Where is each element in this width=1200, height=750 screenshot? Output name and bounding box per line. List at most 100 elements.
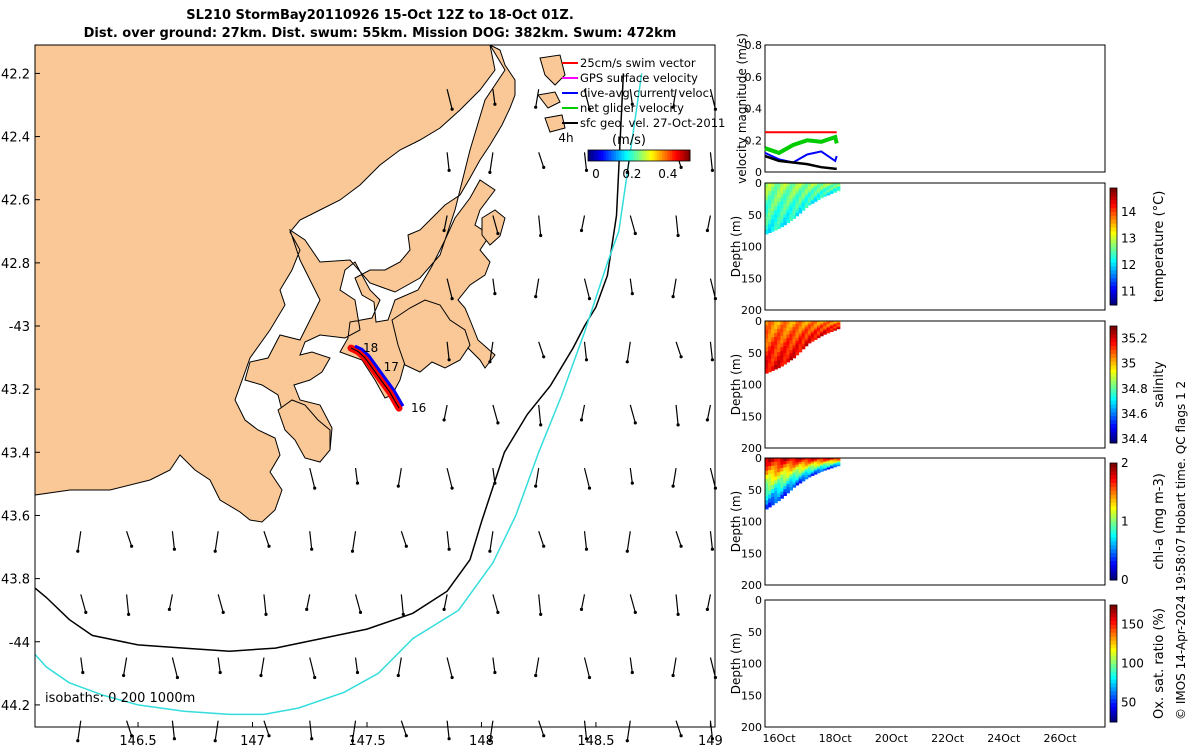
section-cell — [813, 463, 818, 466]
y-tick-label: 43.2 — [1, 383, 30, 398]
section-cell — [780, 347, 784, 352]
section-cell — [826, 322, 831, 324]
section-cell — [771, 493, 775, 498]
y-tick-label: 43.6 — [1, 509, 30, 524]
section-cell — [786, 209, 790, 214]
section-cell — [813, 471, 818, 474]
oxygen-section-panel: 0 50 100 150 200 Depth (m) 50 100 150 Ox. sat. ra… — [729, 594, 1167, 745]
geo-vector-head — [488, 549, 492, 553]
section-cell — [826, 185, 831, 187]
section-cell — [771, 473, 775, 479]
geo-vector — [126, 531, 133, 547]
section-cell — [786, 215, 790, 220]
section-cell — [798, 478, 803, 482]
colorbar-cell — [631, 150, 635, 161]
section-cell — [833, 460, 837, 462]
colorbar-cell — [651, 150, 655, 161]
x-tick-label: 148 — [469, 734, 494, 749]
section-cell — [786, 202, 790, 207]
section-cell — [823, 461, 827, 463]
section-cell — [826, 467, 831, 469]
section-cell — [795, 340, 800, 345]
section-colorbar-cell — [1110, 415, 1117, 421]
colorbar-cell — [672, 150, 676, 161]
section-cell — [765, 504, 769, 510]
section-colorbar-cell — [1110, 482, 1117, 487]
section-cell — [771, 461, 775, 467]
section-cell — [768, 215, 772, 221]
geo-vector — [80, 657, 84, 673]
section-cell — [792, 197, 797, 202]
section-cell — [813, 333, 818, 336]
section-cell — [804, 466, 809, 469]
colorbar-cell — [636, 150, 640, 161]
section-cell — [816, 332, 821, 334]
temperature-section-panel: 0 50 100 150 200 Depth (m) 11 12 13 14 temperature… — [729, 177, 1167, 317]
section-colorbar-cell — [1110, 718, 1117, 723]
geo-vector — [123, 657, 128, 676]
section-cell — [816, 323, 821, 326]
section-cell — [813, 334, 818, 337]
velocity-y-tick-label: 0 — [755, 166, 762, 179]
section-cell — [801, 463, 806, 467]
geo-vector-head — [442, 418, 446, 422]
geo-vector-head — [259, 673, 263, 678]
section-cell — [798, 193, 803, 197]
section-cell — [783, 489, 787, 493]
section-colorbar-tick-label: 14 — [1121, 205, 1136, 219]
section-cell — [823, 328, 827, 331]
section-colorbar-cell — [1110, 505, 1117, 511]
colorbar-cell — [661, 150, 665, 161]
section-cell — [813, 462, 818, 464]
geo-vector — [706, 215, 712, 231]
section-cell — [816, 466, 821, 469]
section-cell — [810, 466, 815, 469]
geo-vector-head — [625, 739, 629, 743]
section-cell — [768, 337, 772, 343]
colorbar-cell — [593, 150, 597, 161]
section-cell — [813, 325, 818, 328]
section-cell — [798, 328, 803, 332]
section-cell — [774, 498, 778, 504]
section-cell — [789, 458, 793, 462]
geo-vector-head — [450, 675, 454, 680]
section-cell — [780, 339, 784, 344]
section-cell — [820, 458, 824, 460]
section-cell — [789, 487, 793, 491]
section-cell — [829, 458, 834, 460]
section-cell — [792, 470, 797, 474]
geo-vector-head — [542, 355, 546, 359]
section-colorbar-cell — [1110, 266, 1117, 271]
section-cell — [771, 366, 775, 371]
geo-vector-head — [633, 421, 637, 425]
section-cell — [795, 462, 800, 466]
section-cell — [777, 344, 781, 349]
section-cell — [829, 326, 834, 328]
geo-vector — [583, 657, 591, 678]
section-cell — [786, 484, 790, 488]
section-cell — [783, 217, 787, 222]
geo-vector — [535, 657, 540, 676]
x-tick-label: 146.5 — [119, 734, 156, 749]
section-cell — [826, 321, 831, 323]
section-cell — [780, 328, 784, 333]
colorbar-tick-label: 0.2 — [622, 167, 641, 181]
section-cell — [771, 329, 775, 334]
section-cell — [804, 189, 809, 192]
section-cell — [780, 350, 784, 356]
section-cell — [795, 480, 800, 484]
salinity-section-border — [764, 320, 1106, 449]
section-colorbar-cell — [1110, 533, 1117, 538]
section-cell — [826, 461, 831, 464]
section-cell — [823, 184, 827, 186]
section-cell — [826, 192, 831, 195]
section-colorbar-label: temperature (°C) — [1152, 191, 1167, 303]
section-cell — [813, 199, 818, 202]
section-cell — [789, 192, 793, 197]
geo-vector — [214, 531, 219, 552]
section-cell — [783, 186, 787, 191]
geo-vector-head — [671, 105, 675, 109]
section-cell — [804, 341, 809, 345]
section-cell — [816, 330, 821, 333]
section-cell — [836, 188, 841, 190]
